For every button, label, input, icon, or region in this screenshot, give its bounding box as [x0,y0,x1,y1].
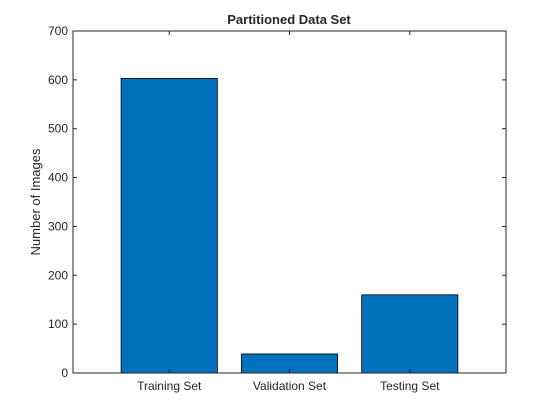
y-tick-label: 600 [48,73,68,87]
y-tick-label: 0 [61,366,68,380]
y-tick-label: 200 [48,268,68,282]
bar-training-set [120,77,218,374]
y-axis-label: Number of Images [28,148,43,255]
x-tick-label: Validation Set [253,379,327,393]
y-axis-ticks: 0 100 200 300 400 500 600 700 [48,24,506,380]
bar-testing-set [361,294,459,374]
chart-title: Partitioned Data Set [227,12,351,27]
bars-group [120,77,459,374]
x-tick-label: Testing Set [380,379,440,393]
x-tick-label: Training Set [137,379,202,393]
y-tick-label: 300 [48,219,68,233]
y-tick-label: 700 [48,24,68,38]
x-axis-ticks: Training Set Validation Set Testing Set [137,31,440,393]
y-tick-label: 400 [48,171,68,185]
y-tick-label: 100 [48,317,68,331]
y-tick-label: 500 [48,122,68,136]
